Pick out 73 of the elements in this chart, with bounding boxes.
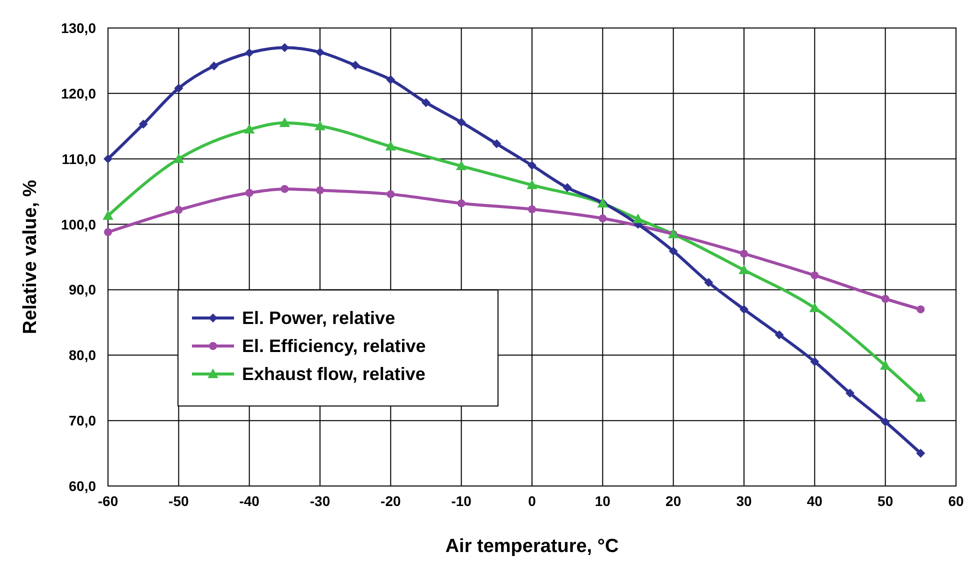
point <box>528 160 536 170</box>
x-tick-label: -50 <box>168 493 189 509</box>
x-tick-label: 10 <box>594 493 611 509</box>
x-tick-label: 40 <box>806 493 823 509</box>
legend-label: Exhaust flow, relative <box>242 364 426 384</box>
point <box>527 180 537 190</box>
y-tick-label: 90,0 <box>68 282 96 298</box>
y-tick-label: 60,0 <box>68 478 96 494</box>
y-axis-title: Relative value, % <box>20 180 41 334</box>
point <box>386 75 396 84</box>
point <box>846 388 854 398</box>
point <box>880 360 890 370</box>
point <box>386 141 396 151</box>
legend-label: El. Power, relative <box>242 308 396 328</box>
x-tick-label: 0 <box>528 493 536 509</box>
y-tick-label: 70,0 <box>68 412 96 429</box>
point <box>704 278 714 288</box>
point <box>244 48 254 58</box>
point <box>280 184 289 193</box>
point <box>244 124 254 134</box>
point <box>739 265 749 274</box>
x-tick-label: 60 <box>948 493 964 509</box>
x-axis-title: Air temperature, °C <box>445 536 619 557</box>
point <box>104 228 112 236</box>
y-tick-label: 80,0 <box>68 347 96 364</box>
point <box>210 61 218 70</box>
x-tick-label: 50 <box>878 493 894 509</box>
point <box>350 60 360 70</box>
x-tick-label: -40 <box>239 493 260 509</box>
point <box>668 246 678 256</box>
point <box>104 154 112 164</box>
point <box>916 448 926 458</box>
point <box>174 84 184 93</box>
point <box>881 294 890 303</box>
point <box>280 118 290 127</box>
point <box>740 250 748 258</box>
x-tick-label: -20 <box>380 493 401 509</box>
point <box>174 154 184 163</box>
point <box>386 190 395 198</box>
point <box>916 305 925 314</box>
y-tick-label: 120,0 <box>60 85 96 102</box>
point <box>457 199 466 208</box>
x-tick-label: -30 <box>310 493 330 509</box>
y-tick-label: 100,0 <box>60 216 96 232</box>
x-tick-label: 30 <box>736 493 752 509</box>
point <box>774 330 784 340</box>
x-tick-label: 20 <box>666 493 682 509</box>
point <box>456 161 466 170</box>
point <box>740 304 748 314</box>
point <box>810 271 819 280</box>
point <box>810 303 820 312</box>
y-tick-label: 130,0 <box>60 20 96 36</box>
point <box>315 121 325 130</box>
point <box>316 186 324 194</box>
point <box>598 214 607 222</box>
point <box>103 210 113 220</box>
point <box>138 120 148 129</box>
point <box>810 357 820 366</box>
point <box>456 118 466 127</box>
x-tick-label: -60 <box>98 493 118 509</box>
point <box>316 48 324 57</box>
y-tick-label: 110,0 <box>62 150 96 167</box>
point <box>916 392 926 402</box>
point <box>880 417 890 426</box>
point <box>422 98 430 108</box>
point <box>528 205 536 214</box>
point <box>492 139 502 148</box>
x-tick-label: -10 <box>451 493 472 509</box>
legend-label: El. Efficiency, relative <box>242 336 426 356</box>
point <box>633 214 643 224</box>
point <box>562 183 572 192</box>
point <box>174 206 183 214</box>
point <box>245 188 254 197</box>
